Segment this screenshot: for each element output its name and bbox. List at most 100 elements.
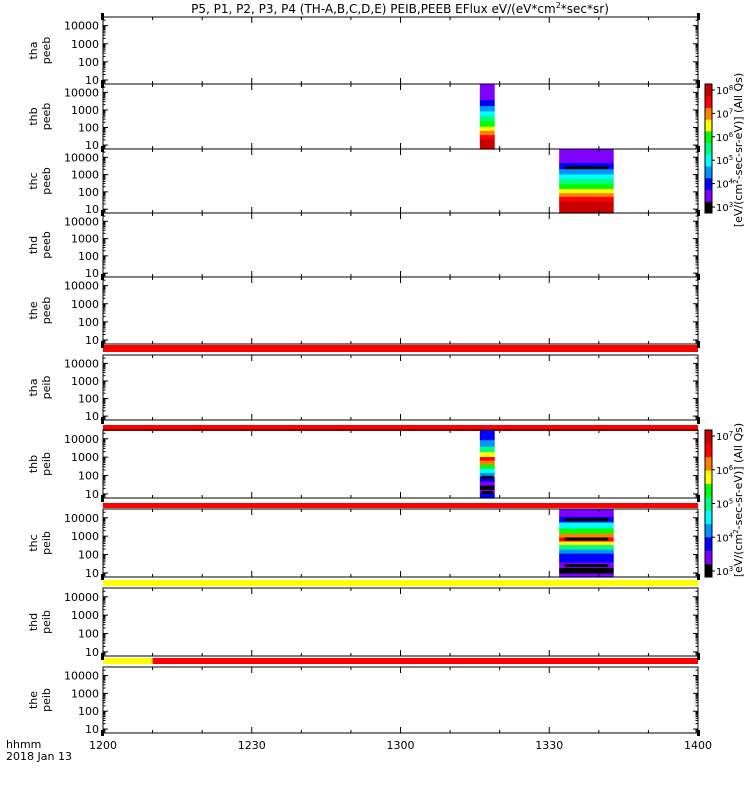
- spectrogram-band: [479, 481, 495, 486]
- spectrogram-block: [559, 509, 614, 578]
- panel-frame: [102, 587, 699, 657]
- y-tick-label: 10000: [64, 280, 99, 293]
- colorbar-tick-exp: 6: [729, 464, 734, 472]
- spectrogram-band: [479, 468, 495, 473]
- panel-label: thb peeb: [27, 103, 53, 131]
- y-tick-label: 100: [78, 250, 99, 263]
- colorbar-tick-exp: 3: [729, 201, 733, 209]
- spectrogram-band: [559, 196, 614, 202]
- panel-label-product: peeb: [40, 103, 53, 131]
- spectrogram-band: [479, 430, 495, 441]
- y-tick-label: 10: [85, 74, 99, 87]
- y-tick-label: 10: [85, 410, 99, 423]
- panel-label-probe: tha: [27, 41, 40, 59]
- colorbar-tick-base: 10: [716, 533, 729, 544]
- spectrogram-band: [479, 492, 495, 499]
- y-tick-label: 10: [85, 267, 99, 280]
- panel-label: thb peib: [27, 452, 53, 476]
- y-tick-label: 1000: [71, 38, 99, 51]
- spectrogram-band: [559, 204, 614, 214]
- y-tick-label: 10000: [64, 357, 99, 370]
- colorbar-tick-base: 10: [716, 567, 729, 578]
- y-tick-label: 10000: [64, 151, 99, 164]
- spectrogram-band: [559, 557, 614, 563]
- panel-thc-peeb: 10 100 1000 10000 thc peeb: [27, 148, 699, 216]
- right-edge-marker: [697, 495, 700, 502]
- panel-label: the peeb: [27, 297, 53, 325]
- panel-the-peib: 10 100 1000 10000 the peib: [27, 666, 699, 736]
- spectrogram-band: [479, 456, 495, 461]
- panel-label: thc peeb: [27, 167, 53, 195]
- right-edge-marker: [697, 574, 700, 580]
- chart-title: P5, P1, P2, P3, P4 (TH-A,B,C,D,E) PEIB,P…: [191, 1, 609, 16]
- spectrogram-band: [479, 476, 495, 482]
- colorbar-tick-base: 10: [716, 133, 729, 144]
- colorbar-swatch: [705, 154, 712, 167]
- panel-the-peeb: 10 100 1000 10000 the peeb: [27, 276, 699, 352]
- y-tick-label: 100: [78, 470, 99, 483]
- spectrogram-block: [479, 84, 495, 150]
- colorbar-tick-exp: 7: [729, 107, 733, 115]
- colorbar-label: [eV/(cm2-sec-sr-eV)] (All Qs): [732, 423, 745, 577]
- spectrogram-band: [559, 509, 614, 517]
- left-edge-marker: [101, 653, 104, 660]
- colorbar-tick-label: 104: [716, 531, 734, 544]
- colorbar-tick-base: 10: [716, 432, 729, 443]
- y-tick-label: 1000: [71, 375, 99, 388]
- panel-label-product: peib: [40, 610, 53, 634]
- panel-label-probe: tha: [27, 378, 40, 396]
- spectrogram-block: [479, 430, 495, 499]
- colorbar-tick-label: 106: [716, 131, 734, 144]
- left-edge-marker: [101, 417, 104, 424]
- x-tick-label: 1300: [387, 739, 415, 752]
- flag-bar-segment: [152, 658, 699, 664]
- spectrogram-band: [479, 139, 495, 150]
- y-tick-label: 1000: [71, 451, 99, 464]
- spectrogram-band: [559, 168, 614, 175]
- spectrogram-band: [559, 173, 614, 179]
- spectrogram-streak: [564, 537, 609, 541]
- spectrogram-streak: [564, 564, 609, 568]
- right-edge-marker: [697, 13, 700, 20]
- colorbar-swatch: [705, 563, 712, 578]
- colorbar-tick-base: 10: [716, 466, 729, 477]
- colorbar-tick-exp: 4: [729, 531, 734, 539]
- colorbar-swatch: [705, 177, 712, 191]
- spectrogram-band: [559, 549, 614, 554]
- panel-frame: [102, 429, 699, 499]
- y-tick-label: 1000: [71, 104, 99, 117]
- colorbar-swatch: [705, 130, 712, 144]
- panel-label-probe: the: [27, 301, 40, 319]
- spectrogram-band: [559, 527, 614, 534]
- x-tick-label: 1200: [89, 739, 117, 752]
- panel-thd-peib: 10 100 1000 10000 thd peib: [27, 587, 699, 664]
- panel-frame: [102, 16, 699, 85]
- y-tick-label: 1000: [71, 298, 99, 311]
- spectrogram-band: [559, 183, 614, 189]
- left-edge-marker: [101, 495, 104, 502]
- colorbar-label-text: [eV/(cm2-sec-sr-eV)] (All Qs): [732, 423, 745, 577]
- panel-frame: [102, 354, 699, 421]
- left-edge-marker: [101, 210, 104, 216]
- colorbar-tick-exp: 3: [729, 565, 733, 573]
- panel-label-product: peib: [40, 688, 53, 712]
- spectrogram-band: [559, 162, 614, 170]
- colorbar-swatch: [705, 536, 712, 551]
- colorbar-tick-base: 10: [716, 500, 729, 511]
- y-tick-label: 100: [78, 56, 99, 69]
- y-tick-label: 1000: [71, 609, 99, 622]
- colorbar-label-main: [eV/(cm: [732, 184, 745, 227]
- x-tick-label: 1230: [238, 739, 266, 752]
- y-tick-label: 10: [85, 334, 99, 347]
- panel-tha-peeb: 10 100 1000 10000 tha peeb: [27, 16, 699, 87]
- colorbar-swatch: [705, 142, 712, 155]
- spectrogram-block: [559, 149, 614, 214]
- colorbar-swatch: [705, 470, 712, 484]
- spectrogram-band: [479, 451, 495, 457]
- panel-frame: [102, 212, 699, 278]
- panel-tha-peib: 10 100 1000 10000 tha peib: [27, 354, 699, 431]
- colorbar-tick-base: 10: [716, 86, 729, 97]
